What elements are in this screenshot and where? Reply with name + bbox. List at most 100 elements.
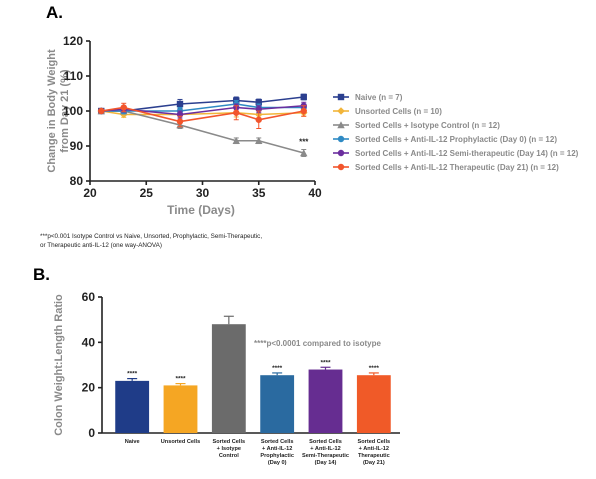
bar: [163, 385, 198, 433]
data-point: [255, 116, 262, 123]
panel-b-y-tick-label: 20: [82, 381, 96, 395]
legend-entry: Unsorted Cells (n = 10): [333, 107, 442, 116]
bar-group: **** Sorted Cells+ Anti-IL-12Prophylactic…: [260, 365, 295, 466]
bar-category-label: Control: [219, 453, 239, 459]
data-point: [300, 149, 308, 157]
panel-b-y-axis-title: Colon Weight:Length Ratio: [53, 294, 65, 436]
legend-label: Sorted Cells + Isotype Control (n = 12): [355, 121, 500, 130]
bar-category-label: Unsorted Cells: [161, 439, 200, 445]
legend-entry: Sorted Cells + Anti-IL-12 Semi-therapeut…: [333, 149, 579, 158]
panel-a-series: [97, 93, 308, 157]
data-point: [98, 107, 105, 115]
series-line: [101, 110, 304, 116]
legend-marker: [337, 163, 345, 171]
bar-category-label: (Day 14): [315, 460, 337, 466]
data-point: [176, 118, 184, 125]
y-axis-title-line-2: from Day 21 (%): [59, 69, 71, 152]
legend-marker: [337, 121, 345, 129]
series-5: [98, 101, 307, 119]
data-point: [176, 100, 184, 108]
panel-a-x-tick-label: 20: [83, 186, 97, 200]
panel-a-y-tick-label: 90: [70, 139, 84, 153]
panel-a-line-chart: A. Change in Body Weight from Day 21 (%)…: [40, 3, 579, 249]
panel-a-x-tick-label: 35: [252, 186, 266, 200]
bar-category-label: Naive: [125, 439, 140, 445]
series-6: [98, 102, 307, 129]
bar-significance: ****: [127, 371, 138, 378]
legend-marker: [337, 149, 345, 157]
panel-b-bars: ****Naive****Unsorted Cells Sorted Cells+…: [115, 315, 391, 466]
panel-b-axes: 0 20 40 60: [82, 290, 400, 440]
panel-a-label: A.: [46, 3, 63, 22]
panel-a-x-axis-title: Time (Days): [167, 203, 235, 217]
legend-entry: Sorted Cells + Isotype Control (n = 12): [333, 121, 500, 130]
panel-a-axes: 80 90 100 110 120 20 25 30 35 40: [63, 34, 322, 200]
series-line: [101, 106, 304, 123]
panel-a-x-tick-label: 25: [140, 186, 154, 200]
data-point: [233, 109, 240, 116]
panel-a-y-axis-title: Change in Body Weight from Day 21 (%): [46, 49, 71, 173]
bar-group: **** Unsorted Cells: [161, 376, 200, 445]
legend-label: Naive (n = 7): [355, 93, 403, 102]
bar-category-label: + Anti-IL-12: [310, 446, 340, 452]
bar-significance: ****: [175, 376, 186, 383]
panel-a-y-tick-label: 120: [63, 34, 83, 48]
data-point: [120, 104, 127, 111]
bar: [211, 324, 246, 433]
panel-b-y-tick-label: 0: [88, 426, 95, 440]
footnote-line-1: ***p<0.001 Isotype Control vs Naive, Uns…: [40, 233, 262, 240]
bar-category-label: Prophylactic: [260, 453, 294, 459]
panel-a-y-tick-label: 110: [64, 69, 84, 83]
bar-category-label: + Anti-IL-12: [262, 446, 292, 452]
bar-group: **** Sorted Cells+ Anti-IL-12Therapeutic(…: [356, 365, 391, 466]
data-point: [232, 137, 240, 144]
bar-category-label: Semi-Therapeutic: [302, 453, 349, 459]
significance-marker: ***: [299, 137, 309, 146]
bar-significance: ****: [320, 359, 331, 366]
legend-entry: Sorted Cells + Anti-IL-12 Therapeutic (D…: [333, 163, 559, 172]
footnote-line-2: or Therapeutic anti-IL-12 (one way-ANOVA…: [40, 242, 162, 249]
legend-label: Sorted Cells + Anti-IL-12 Prophylactic (…: [355, 135, 557, 144]
bar-category-label: (Day 0): [268, 460, 287, 466]
bar: [356, 375, 391, 433]
legend-marker: [337, 93, 345, 101]
panel-a-x-tick-label: 30: [196, 186, 210, 200]
panel-b-bar-chart: B. Colon Weight:Length Ratio 0 20 40 60 ***…: [33, 265, 400, 466]
legend-marker: [337, 107, 345, 115]
bar-significance: ****: [369, 365, 380, 372]
data-point: [255, 137, 263, 144]
panel-a-y-tick-label: 100: [63, 104, 83, 118]
bar-group: **** Sorted Cells+ Anti-IL-12Semi-Therape…: [302, 359, 349, 466]
panel-a-y-tick-label: 80: [70, 174, 84, 188]
panel-b-significance-note: ****p<0.0001 compared to isotype: [254, 339, 381, 348]
bar-category-label: + Anti-IL-12: [359, 446, 389, 452]
legend-entry: Sorted Cells + Anti-IL-12 Prophylactic (…: [333, 135, 557, 144]
bar-category-label: Therapeutic: [358, 453, 390, 459]
bar-significance: ****: [272, 365, 283, 372]
panel-a-legend: Naive (n = 7) Unsorted Cells (n = 10) Sort…: [333, 93, 579, 172]
bar-group: **** Naive: [115, 371, 150, 445]
legend-label: Sorted Cells + Anti-IL-12 Therapeutic (D…: [355, 163, 559, 172]
bar: [308, 369, 343, 433]
legend-entry: Naive (n = 7): [333, 93, 403, 102]
data-point: [300, 107, 307, 115]
bar: [260, 375, 295, 433]
panel-a-x-tick-label: 40: [308, 186, 322, 200]
panel-b-label: B.: [33, 265, 50, 284]
bar-category-label: Sorted Cells: [358, 439, 391, 445]
legend-marker: [337, 135, 345, 143]
panel-b-y-tick-label: 40: [82, 335, 96, 349]
data-point: [300, 93, 307, 101]
bar-category-label: + Isotype: [217, 446, 241, 452]
panel-a-annotations: ***: [299, 137, 309, 146]
bar-category-label: (Day 21): [363, 460, 385, 466]
data-point: [255, 99, 262, 106]
legend-label: Unsorted Cells (n = 10): [355, 107, 442, 116]
bar-category-label: Sorted Cells: [261, 439, 294, 445]
legend-label: Sorted Cells + Anti-IL-12 Semi-therapeut…: [355, 149, 579, 158]
series-line: [101, 103, 304, 112]
bar-category-label: Sorted Cells: [213, 439, 246, 445]
bar: [115, 380, 150, 433]
